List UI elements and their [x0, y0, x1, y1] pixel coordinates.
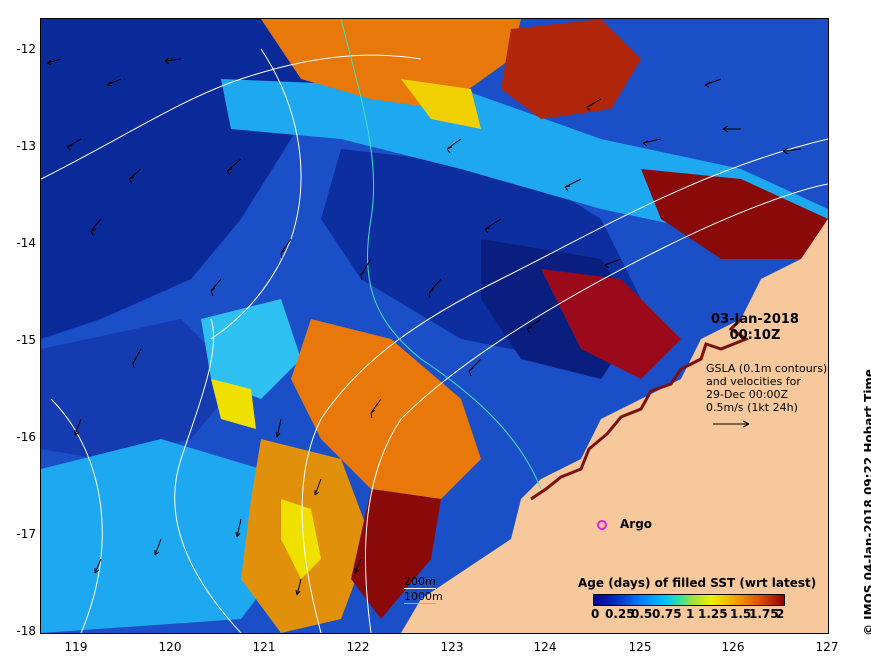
date-text: 03-Jan-2018 — [711, 312, 799, 327]
argo-label: Argo — [620, 517, 653, 531]
colorbar — [593, 594, 785, 606]
lon-tick: 120 — [158, 640, 182, 654]
gsla-info: GSLA (0.1m contours) and velocities for … — [706, 362, 827, 414]
colorbar-tick: 0.5 — [631, 607, 653, 621]
lon-tick: 121 — [252, 640, 276, 654]
gsla-line: GSLA (0.1m contours) — [706, 362, 828, 375]
lat-tick: -15 — [16, 333, 36, 347]
velocity-arrows — [46, 57, 802, 596]
lon-tick: 122 — [346, 640, 370, 654]
lon-tick: 125 — [628, 640, 652, 654]
colorbar-tick: 1.5 — [730, 607, 752, 621]
gsla-contour — [210, 48, 302, 340]
depth-1000-line — [404, 603, 436, 604]
yellow-patch — [281, 499, 321, 579]
colorbar-tick: 1.75 — [749, 607, 779, 621]
lon-tick: 127 — [815, 640, 839, 654]
velocity-scale-label: 0.5m/s (1kt 24h) — [706, 401, 798, 414]
lat-tick: -13 — [16, 139, 36, 153]
depth-200-label: 200m — [404, 575, 436, 588]
gsla-contour — [41, 54, 422, 180]
lat-tick: -16 — [16, 430, 36, 444]
light-blue-region — [41, 439, 301, 633]
colorbar-tick: 2 — [776, 607, 785, 621]
colorbar-title: Age (days) of filled SST (wrt latest) — [578, 576, 817, 590]
argo-float-marker[interactable] — [597, 520, 607, 530]
yellow-patch — [401, 79, 481, 129]
lat-tick: -18 — [16, 624, 36, 638]
colorbar-tick: 1 — [686, 607, 695, 621]
gsla-contour — [301, 138, 828, 633]
dark-red-region — [501, 19, 641, 119]
gsla-contour — [50, 398, 103, 633]
colorbar-tick: 0.75 — [652, 607, 682, 621]
depth-1000-label: 1000m — [404, 590, 443, 603]
map-panel — [40, 18, 829, 634]
depth-200-line — [404, 588, 436, 589]
colorbar-tick: 1.25 — [698, 607, 728, 621]
mid-blue-region — [41, 319, 241, 459]
lon-tick: 123 — [440, 640, 464, 654]
lat-tick: -17 — [16, 527, 36, 541]
lat-tick: -12 — [16, 42, 36, 56]
light-blue-patch — [201, 299, 301, 399]
lon-tick: 119 — [64, 640, 88, 654]
gsla-line: 29-Dec 00:00Z — [706, 388, 788, 401]
orange-region — [291, 319, 481, 499]
lon-tick: 124 — [533, 640, 557, 654]
colorbar-tick: 0.25 — [605, 607, 635, 621]
colorbar-tick: 0 — [591, 607, 600, 621]
lon-tick: 126 — [721, 640, 745, 654]
velocity-scale-arrow — [713, 420, 750, 428]
credit-label: © IMOS 04-Jan-2018 09:22 Hobart Time — [862, 368, 871, 636]
depth-legend: 200m 1000m — [404, 575, 443, 604]
date-time-label: 03-Jan-2018 00:10Z — [700, 312, 810, 344]
dark-red-region — [541, 269, 681, 379]
yellow-patch — [211, 379, 256, 429]
sst-map — [41, 19, 828, 633]
gsla-line: and velocities for — [706, 375, 801, 388]
time-text: 00:10Z — [729, 328, 781, 343]
orange-region — [261, 19, 521, 109]
coastline — [530, 317, 750, 501]
dark-red-region — [351, 489, 441, 619]
gsla-contour — [174, 318, 242, 633]
gsla-contour — [364, 183, 828, 633]
isobath-1000m — [340, 19, 542, 490]
lat-tick: -14 — [16, 236, 36, 250]
